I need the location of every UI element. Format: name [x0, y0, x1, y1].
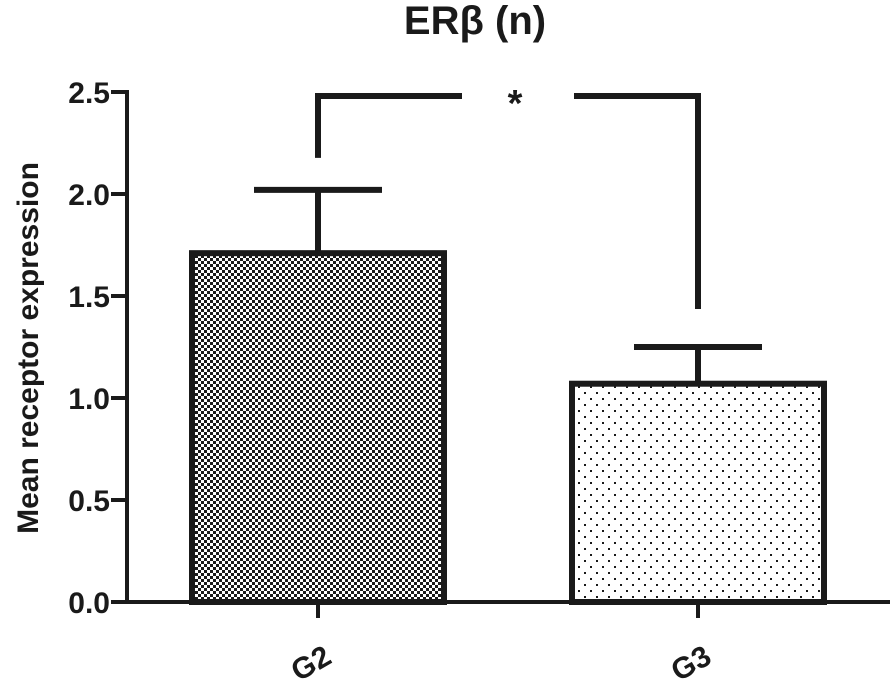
y-tick-label: 0.0 — [68, 587, 110, 620]
bar-g3 — [569, 380, 827, 605]
x-tick-label-g2: G2 — [286, 639, 337, 688]
bar-g2 — [189, 250, 447, 605]
significance-star: * — [508, 83, 523, 125]
y-tick-label: 2.0 — [68, 179, 110, 212]
y-tick-label: 2.5 — [68, 77, 110, 110]
y-tick-label: 1.5 — [68, 281, 110, 314]
significance-bracket-right — [574, 93, 701, 309]
y-tick-label: 1.0 — [68, 383, 110, 416]
x-tick-label-g3: G3 — [666, 639, 717, 688]
plot-area: G2 G3 0.0 0.5 1.0 1.5 2.0 2.5 * — [68, 77, 890, 688]
chart-title: ERβ (n) — [404, 0, 546, 43]
y-tick-label: 0.5 — [68, 485, 110, 518]
y-axis-label: Mean receptor expression — [12, 162, 45, 534]
significance-bracket-left — [315, 93, 462, 158]
